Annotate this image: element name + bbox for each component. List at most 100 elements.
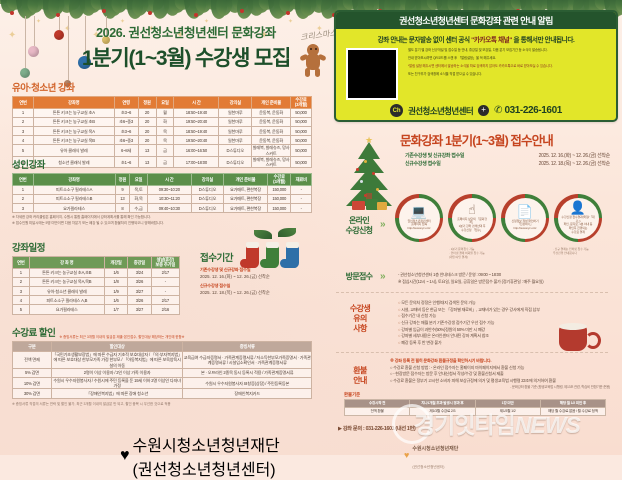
divider-1 [336,292,608,293]
column-header: 개인 준비물 [251,96,292,109]
footer-left-logo-title: 수원시청소년청년재단 [132,438,280,455]
kakao-channel-icon: Ch [390,104,404,117]
footer-logo-left: ♥ 수원시청소년청년재단 (권선청소년청년센터) [120,432,280,480]
hot-cocoa-mug-decoration [556,320,601,356]
table-cell: 50,000 [290,144,312,157]
table-cell: 운동복, 운동화 [251,107,292,118]
table-cell: D스튜디오 [190,184,225,195]
column-header: 연번 [12,173,34,186]
chevron-right-icon-2: » [380,271,386,282]
inquiry-text: ▶ 강좌 문의 : 031-226-1601 (내선 1번) [338,426,416,432]
table-cell: 「국민기초생활보장법」에 따른 수급자 기초적 보호대상자 / 「의·부자복지법… [50,351,184,369]
table-cell: 본 · 오프라인 2종목 동시 등록시 적용 / 가족관계증명서류 [182,367,312,378]
ornament-icon [102,36,110,44]
table-cell: 3 [12,203,34,214]
table-row: 3 튼튼 키크는 농구교실 목A 초3~6 20 목 18:50~19:40 일천마루 운동복… [12,126,312,137]
discount-section-heading: 수강료 할인 [12,328,56,339]
table-cell: 피트소소구 필라테스A [32,184,116,195]
laptop-icon: 💻 [410,204,428,220]
step-circle: 👤 수강신청 접수결과(확정/「대기」) 확인, 문자로, 1분 이내 등 확인후… [554,194,602,242]
column-header: 정원 [137,96,157,109]
table-cell: 전액 면제 [12,351,52,369]
kakao-banner-subtitle: 강좌 안내는 문자발송 없이 센터 공식 "카카오톡 채널" 을 통해서만 안내… [336,34,616,44]
step-circle-note: · 신규 결제는 인터넷 접수 가능 우선진행 안내됩니다 [553,247,589,255]
kakao-channel-name: 권선청소년청년센터 [408,105,474,116]
column-header: 정원 [114,173,131,186]
plus-icon[interactable]: + [478,105,490,116]
period-line1-value: 2025. 12. 16.(화) ~ 12. 26.(금) 선착순 [200,274,270,279]
table-cell: 초3~6 [113,126,139,137]
step-online-label: 온라인 수강신청 [345,216,373,235]
kakao-banner-header: 권선청소년청년센터 문화강좌 관련 안내 알림 [336,12,616,29]
table-cell: 5% 감면 [12,367,52,378]
table-cell: - [290,184,312,195]
table-cell: 목 [155,126,175,137]
table-row: 30% 감면 「장애인복지법」에 따른 장애 청소년 장애인복지카드 [12,388,312,399]
table-cell: 50,000 [290,116,312,128]
table-cell: 3/27 [127,304,152,315]
table-cell: 수원시 우수자원봉사자 / 수원시에 주민 등록을 둔 19세 이하 2명 이상… [50,376,184,390]
table-cell: 2/17 [150,267,181,278]
heart-icon: ♥ [120,447,130,464]
table-row: 4 피트소소구 필라테스 A,B 1/6 3/26 2/17 [12,295,181,306]
date-label: 신규수강생 접수일 [405,161,441,168]
table-cell: 유아 클래식 발레 [32,144,115,157]
column-header: 연번 [12,96,34,109]
table-row: 5 요가필라테스 1/7 3/27 2/16 [12,304,181,315]
table-cell: 운동복, 운동화 [251,126,292,137]
poster-root: ✦✦✦✦✦✦✦✦✦✦✦✦✦✦✦✦✦✦✦✦✦✦ 2026. 권선청소년청년센터 문… [0,0,622,455]
qr-code-icon[interactable] [346,48,398,100]
refund-table: 수강시작 전 지나1개월 초과 발생시 경과 후 1강 미만 해당 월 1/2 미만 … [343,399,607,416]
gift-box-icon [377,202,387,210]
adult-course-section: 성인강좌 연번 강좌명 정원 요일 시 간 강의실 개인 준비물 수강료 (3개월) 재료비 1… [12,157,312,226]
table-cell: 09:40~10:30 [146,203,192,214]
kakao-body-line: *알림 설정 해두시면 센터에서 발송하는 소식을 따로 검색하지 않아도 카카… [408,63,553,68]
poster-title: 2026. 권선청소년청년센터 문화강좌 1분기(1~3월) 수강생 모집 [46,22,326,72]
step-circle: ☝ 홈페이지 상단의 「문화강좌」 1분기 강좌 검색선택 후 수강신청 「접수」 [448,194,496,242]
kakao-subtitle-pre: 강좌 안내는 문자발송 없이 센터 공식 [377,37,472,44]
table-cell: 월 [155,107,175,118]
table-row: 2 피트소소구 필라테스B 13 화,목 10:30~11:20 D스튜디오 요가매트, 편… [12,193,312,205]
table-cell: 튼튼 키크는 농구교실 목A,목B [28,276,105,288]
period-box: 접수기간 기존수강생 및 신규강좌 접수일 2025. 12. 16.(화) ~… [200,250,315,296]
table-cell: 1 [12,184,34,195]
refund-info: ※ 강좌 등록 전 필히 문화강좌 환불규정을 확인하시기 바랍니다. ○ 수강… [390,358,610,391]
table-row: 4 튼튼 키크는 농구교실 목B 초6~중3 20 목 19:50~20:40 일천마루 운동… [12,135,312,146]
column-header: 설날(휴강) 보충 추가일 [150,256,181,269]
kakao-subtitle-post: 을 통해서만 안내됩니다. [512,37,575,44]
discount-section: 수강료 할인 ※ 증빙서류는 최근 3개월 이내의 발급분 제출·본인접수, 할… [12,325,312,406]
table-cell: 2명이 이상 이용자 / 2인 이상 가족 이용자 [50,367,184,378]
table-cell: 금 [155,155,175,169]
period-line1-label: 기존수강생 및 신규강좌 접수일 [200,267,251,272]
document-icon: 📄 [516,204,534,220]
table-cell: 금 [155,144,175,157]
adult-course-table: 연번 강좌명 정원 요일 시 간 강의실 개인 준비물 수강료 (3개월) 재료비 1 피트소소구… [12,173,312,214]
table-cell: 일천마루 [218,126,253,137]
ornament-icon [28,46,39,57]
table-cell: 1 [12,267,30,278]
table-cell: 장애인복지카드 [182,388,312,399]
step-circle-text: 수강신청 접수결과(확정/「대기」) 확인, 문자로, 1분 이내 등 확인후 … [561,214,595,234]
table-row: 10% 감면 수원시 우수자원봉사자 / 수원시에 주민 등록을 둔 19세 이하… [12,376,312,390]
schedule-table: 연번 강 좌 명 개강일 종강일 설날(휴강) 보충 추가일 1 튼튼 키크는 농구교실 … [12,256,181,315]
notice-line: 모든 문의처 정정은 인행/대지 검색된 문의 가능 [398,300,603,307]
discount-footnote: ※ 증빙서류 직접의 서류는 연락 및 할인 불가, 최근 3개월 이내의 발급… [12,401,171,406]
step-circle-inner: 📄 신청정보 작성 확인하기 「신청하기」 http://suwonyc.or.k… [504,197,546,239]
kakao-channel-emphasis: "카카오톡 채널" [471,37,513,44]
table-cell: 4 [12,295,30,306]
ornament-icon [64,80,71,87]
column-header: 증빙서류 [182,341,312,352]
gingerbread-man-icon [299,44,327,78]
table-cell: D스튜디오 [190,193,225,205]
table-cell: 「장애인복지법」에 따른 장애 청소년 [50,388,184,399]
table-cell: 해당 월 수강료 없음 / 월 수강료 정액 [539,407,607,416]
column-header: 지나1개월 초과 발생시 경과 후 [409,399,476,408]
column-header: 요일 [155,96,175,109]
table-cell: 튼튼 키크는 농구교실 초A,초B [28,267,105,278]
chevron-right-icon-1: » [380,219,386,230]
table-cell: 수,금 [129,203,148,214]
table-cell: 일천마루 [218,116,253,128]
table-cell: 요가필라테스 [32,203,116,214]
table-cell: 튼튼 키크는 농구교실 초B [32,116,115,128]
column-header: 종강일 [127,256,152,269]
